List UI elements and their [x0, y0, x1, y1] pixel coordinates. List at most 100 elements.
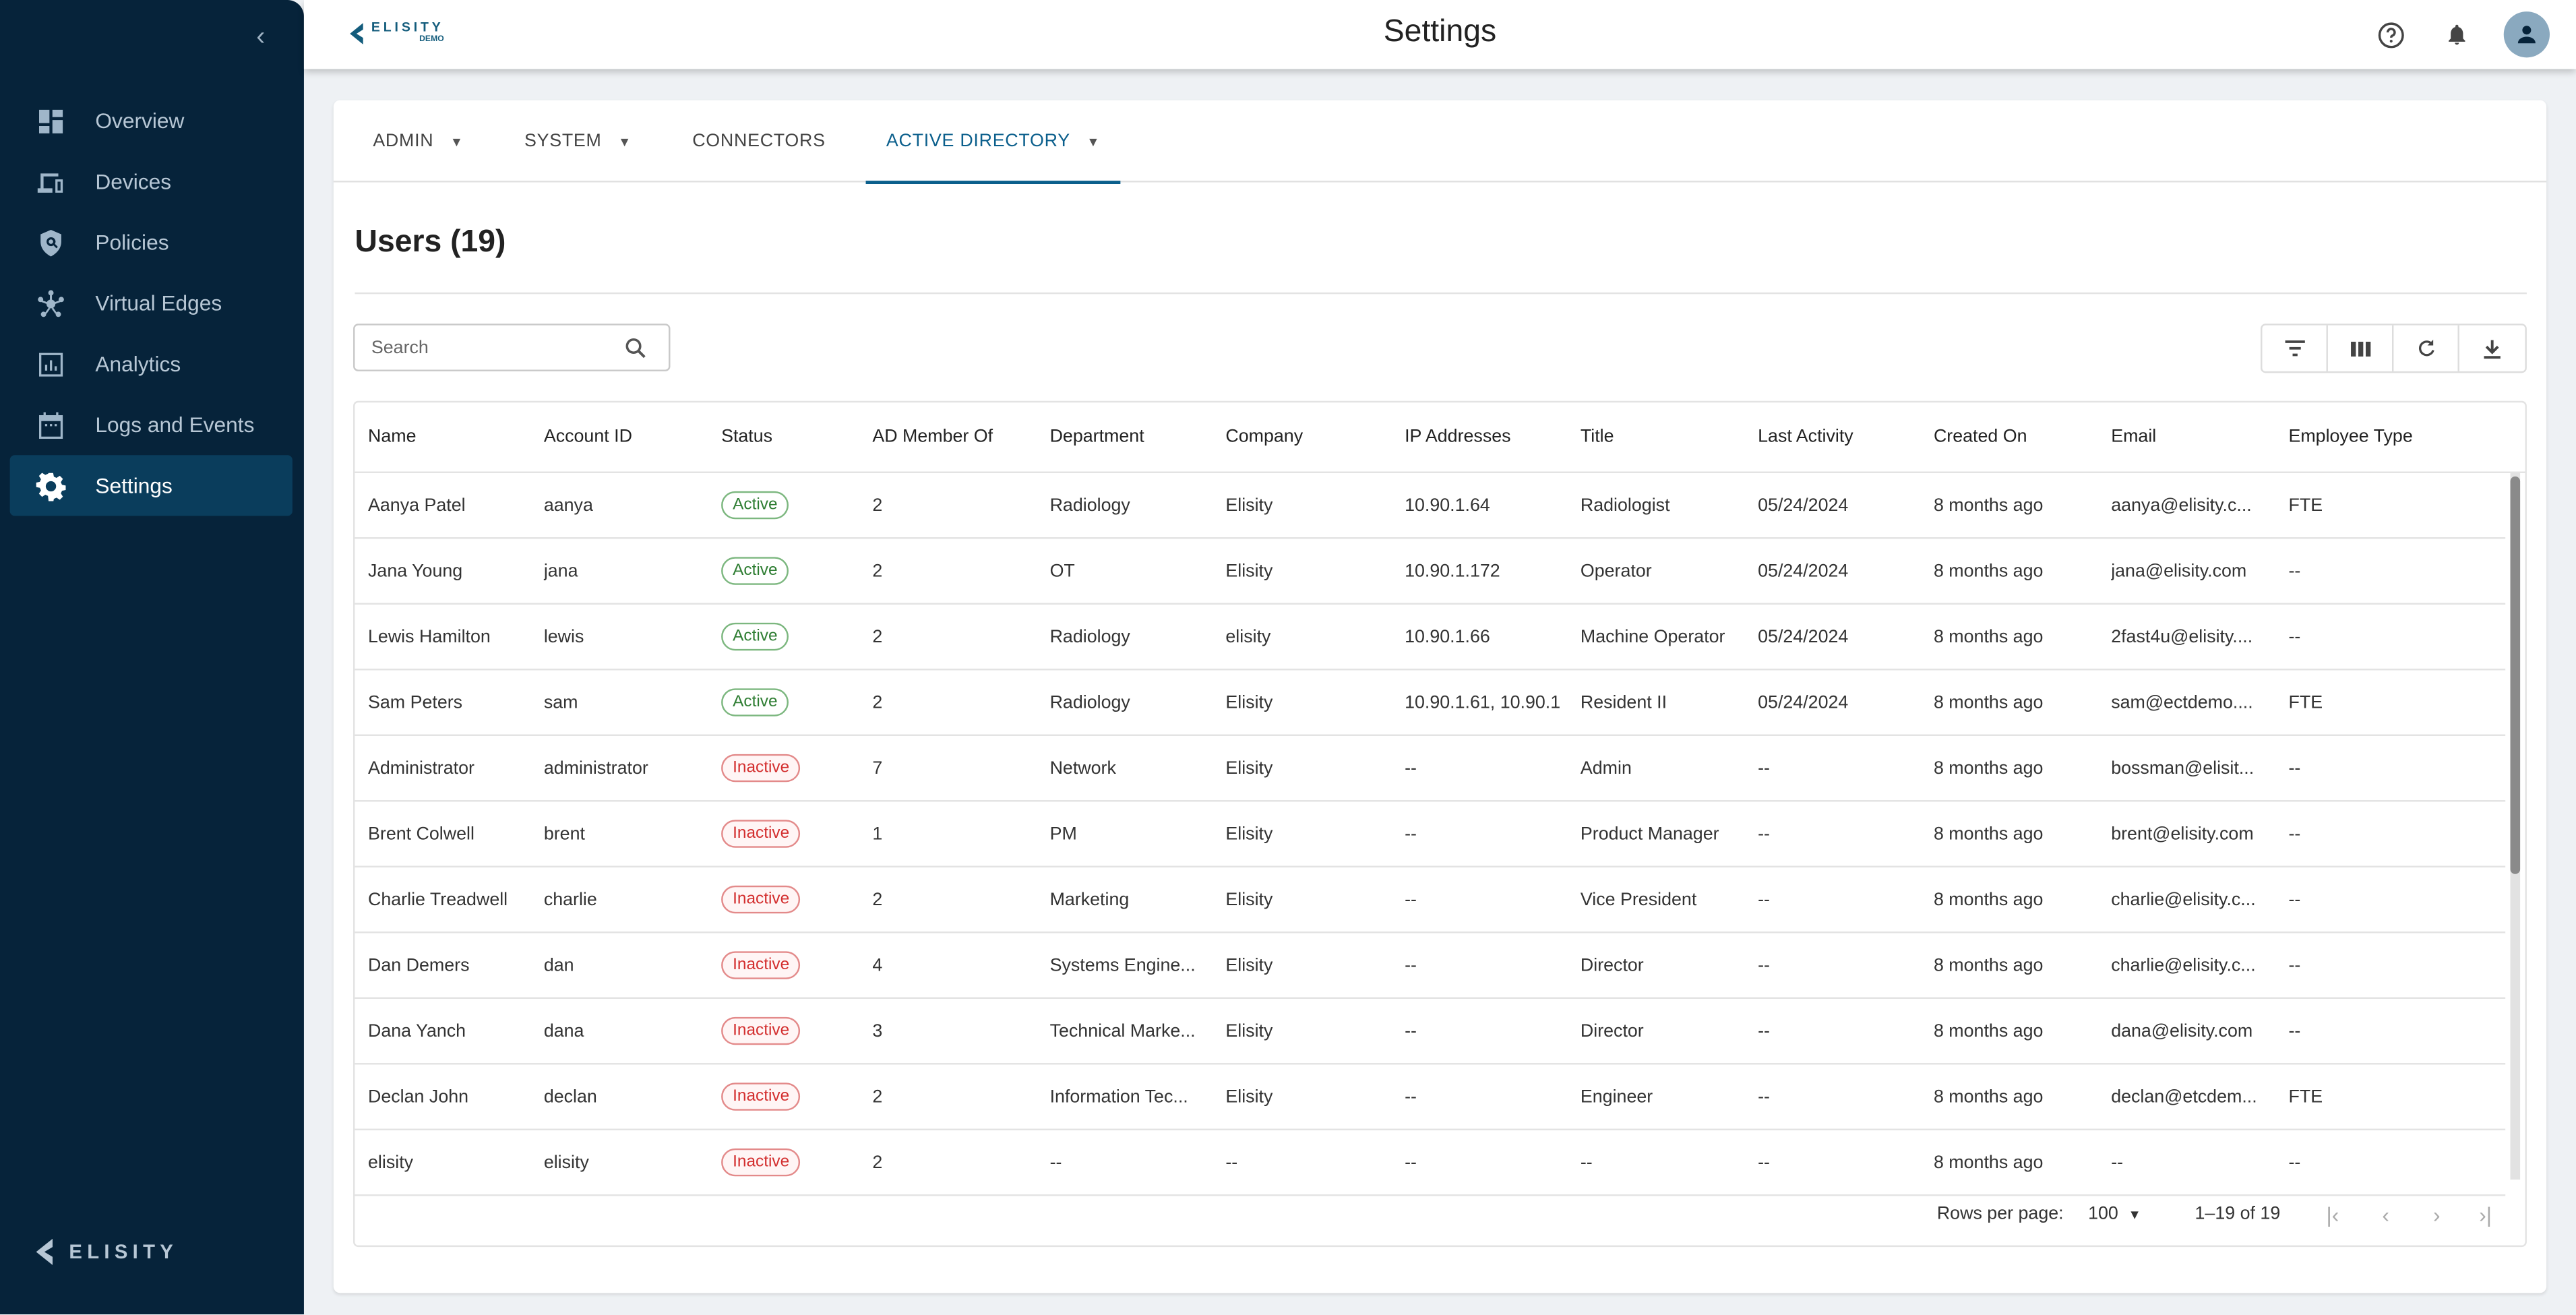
collapse-sidebar-icon[interactable]: ‹	[256, 23, 266, 51]
sidebar-item-logs-and-events[interactable]: Logs and Events	[10, 394, 293, 455]
table-row[interactable]: Aanya Patel aanya Active 2 Radiology Elisity 1…	[355, 473, 2506, 539]
rows-per-page-select[interactable]: 100 ▼	[2088, 1182, 2141, 1248]
table-cell: --	[1405, 889, 1417, 910]
help-icon[interactable]	[2372, 16, 2409, 53]
filter-icon[interactable]	[2262, 325, 2328, 371]
table-row[interactable]: Charlie Treadwell charlie Inactive 2 Marketi…	[355, 867, 2506, 934]
table-row[interactable]: elisity elisity Inactive 2 -- -- -- -- -- 8 month…	[355, 1130, 2506, 1196]
table-row[interactable]: Jana Young jana Active 2 OT Elisity 10.90.1.17…	[355, 539, 2506, 605]
column-header[interactable]: Title	[1580, 427, 1614, 447]
column-header[interactable]: Account ID	[543, 427, 632, 447]
table-cell: 10.90.1.64	[1405, 495, 1490, 516]
status-badge: Active	[721, 557, 789, 585]
sidebar-item-overview[interactable]: Overview	[10, 90, 293, 151]
table-cell: 2	[872, 692, 883, 712]
sidebar-item-policies[interactable]: Policies	[10, 212, 293, 272]
caret-down-icon: ▼	[450, 133, 464, 149]
table-cell: 05/24/2024	[1758, 561, 1849, 581]
table-cell: --	[1580, 1152, 1593, 1173]
table-cell: 10.90.1.61, 10.90.1	[1405, 692, 1561, 712]
top-header: ELISITY DEMO Settings	[303, 0, 2576, 69]
table-cell: Dan Demers	[368, 955, 470, 975]
table-cell: Network	[1049, 758, 1116, 778]
table-cell: sam@ectdemo....	[2111, 692, 2253, 712]
status-cell: Inactive	[721, 867, 861, 931]
sidebar-item-virtual-edges[interactable]: Virtual Edges	[10, 273, 293, 334]
table-cell: sam	[543, 692, 578, 712]
column-header[interactable]: Department	[1049, 427, 1144, 447]
table-cell: 7	[872, 758, 883, 778]
table-cell: Elisity	[1225, 955, 1273, 975]
table-cell: 2	[872, 626, 883, 647]
search-input[interactable]	[371, 337, 623, 358]
table-cell: --	[1225, 1152, 1238, 1173]
table-row[interactable]: Sam Peters sam Active 2 Radiology Elisity 10.9…	[355, 671, 2506, 736]
table-cell: Technical Marke...	[1049, 1020, 1196, 1041]
table-cell: Elisity	[1225, 824, 1273, 844]
status-cell: Active	[721, 473, 861, 537]
table-row[interactable]: Brent Colwell brent Inactive 1 PM Elisity -- Pr…	[355, 802, 2506, 867]
table-cell: --	[2288, 626, 2301, 647]
column-header[interactable]: Name	[368, 427, 417, 447]
table-cell: 10.90.1.66	[1405, 626, 1490, 647]
column-header[interactable]: Last Activity	[1758, 427, 1853, 447]
table-cell: 10.90.1.172	[1405, 561, 1500, 581]
column-header[interactable]: AD Member Of	[872, 427, 993, 447]
table-cell: Declan John	[368, 1087, 469, 1107]
previous-page-icon[interactable]: ‹	[2382, 1202, 2389, 1227]
table-cell: --	[1405, 1087, 1417, 1107]
sidebar-item-analytics[interactable]: Analytics	[10, 334, 293, 394]
column-header[interactable]: Email	[2111, 427, 2157, 447]
status-badge: Inactive	[721, 754, 801, 783]
table-cell: Elisity	[1225, 561, 1273, 581]
refresh-icon[interactable]	[2393, 325, 2459, 371]
table-cell: Elisity	[1225, 495, 1273, 516]
table-cell: Information Tec...	[1049, 1087, 1188, 1107]
table-cell: --	[1758, 1020, 1770, 1041]
columns-icon[interactable]	[2328, 325, 2394, 371]
sidebar-logo-text: ELISITY	[69, 1240, 179, 1264]
table-toolbar	[2261, 324, 2527, 373]
sidebar-item-settings[interactable]: Settings	[9, 455, 293, 516]
user-avatar[interactable]	[2503, 11, 2550, 58]
next-page-icon[interactable]: ›	[2432, 1202, 2441, 1227]
table-cell: administrator	[543, 758, 648, 778]
column-header[interactable]: Status	[721, 427, 773, 447]
table-cell: 05/24/2024	[1758, 495, 1849, 516]
logo-sub: DEMO	[419, 34, 444, 44]
table-row[interactable]: Dana Yanch dana Inactive 3 Technical Marke..…	[355, 999, 2506, 1065]
table-row[interactable]: Lewis Hamilton lewis Active 2 Radiology elisi…	[355, 605, 2506, 671]
tab-admin[interactable]: ADMIN ▼	[353, 100, 483, 183]
search-box[interactable]	[353, 324, 671, 371]
sidebar-item-devices[interactable]: Devices	[10, 151, 293, 212]
status-cell: Inactive	[721, 802, 861, 866]
table-cell: Elisity	[1225, 1020, 1273, 1041]
table-scrollbar-thumb[interactable]	[2510, 476, 2521, 874]
table-cell: 8 months ago	[1933, 1087, 2044, 1107]
tab-connectors[interactable]: CONNECTORS	[673, 100, 845, 183]
status-badge: Active	[721, 622, 789, 651]
first-page-icon[interactable]: |‹	[2326, 1202, 2339, 1227]
table-cell: Radiology	[1049, 692, 1130, 712]
table-cell: Charlie Treadwell	[368, 889, 508, 910]
table-cell: FTE	[2288, 1087, 2323, 1107]
column-header[interactable]: IP Addresses	[1405, 427, 1511, 447]
last-page-icon[interactable]: ›|	[2479, 1202, 2492, 1227]
table-row[interactable]: Dan Demers dan Inactive 4 Systems Engine... E…	[355, 934, 2506, 999]
table-row[interactable]: Declan John declan Inactive 2 Information Te…	[355, 1065, 2506, 1130]
search-icon[interactable]	[623, 334, 649, 361]
tab-system[interactable]: SYSTEM ▼	[505, 100, 652, 183]
column-header[interactable]: Company	[1225, 427, 1304, 447]
table-row[interactable]: Administrator administrator Inactive 7 Netwo…	[355, 736, 2506, 802]
status-cell: Inactive	[721, 999, 861, 1063]
notifications-bell-icon[interactable]	[2438, 16, 2474, 53]
table-cell: OT	[1049, 561, 1075, 581]
column-header[interactable]: Employee Type	[2288, 427, 2413, 447]
tab-active-directory[interactable]: ACTIVE DIRECTORY ▼	[866, 100, 1121, 184]
table-cell: FTE	[2288, 495, 2323, 516]
table-cell: Elisity	[1225, 889, 1273, 910]
status-badge: Active	[721, 491, 789, 520]
status-cell: Inactive	[721, 934, 861, 998]
download-icon[interactable]	[2459, 326, 2525, 371]
column-header[interactable]: Created On	[1933, 427, 2027, 447]
